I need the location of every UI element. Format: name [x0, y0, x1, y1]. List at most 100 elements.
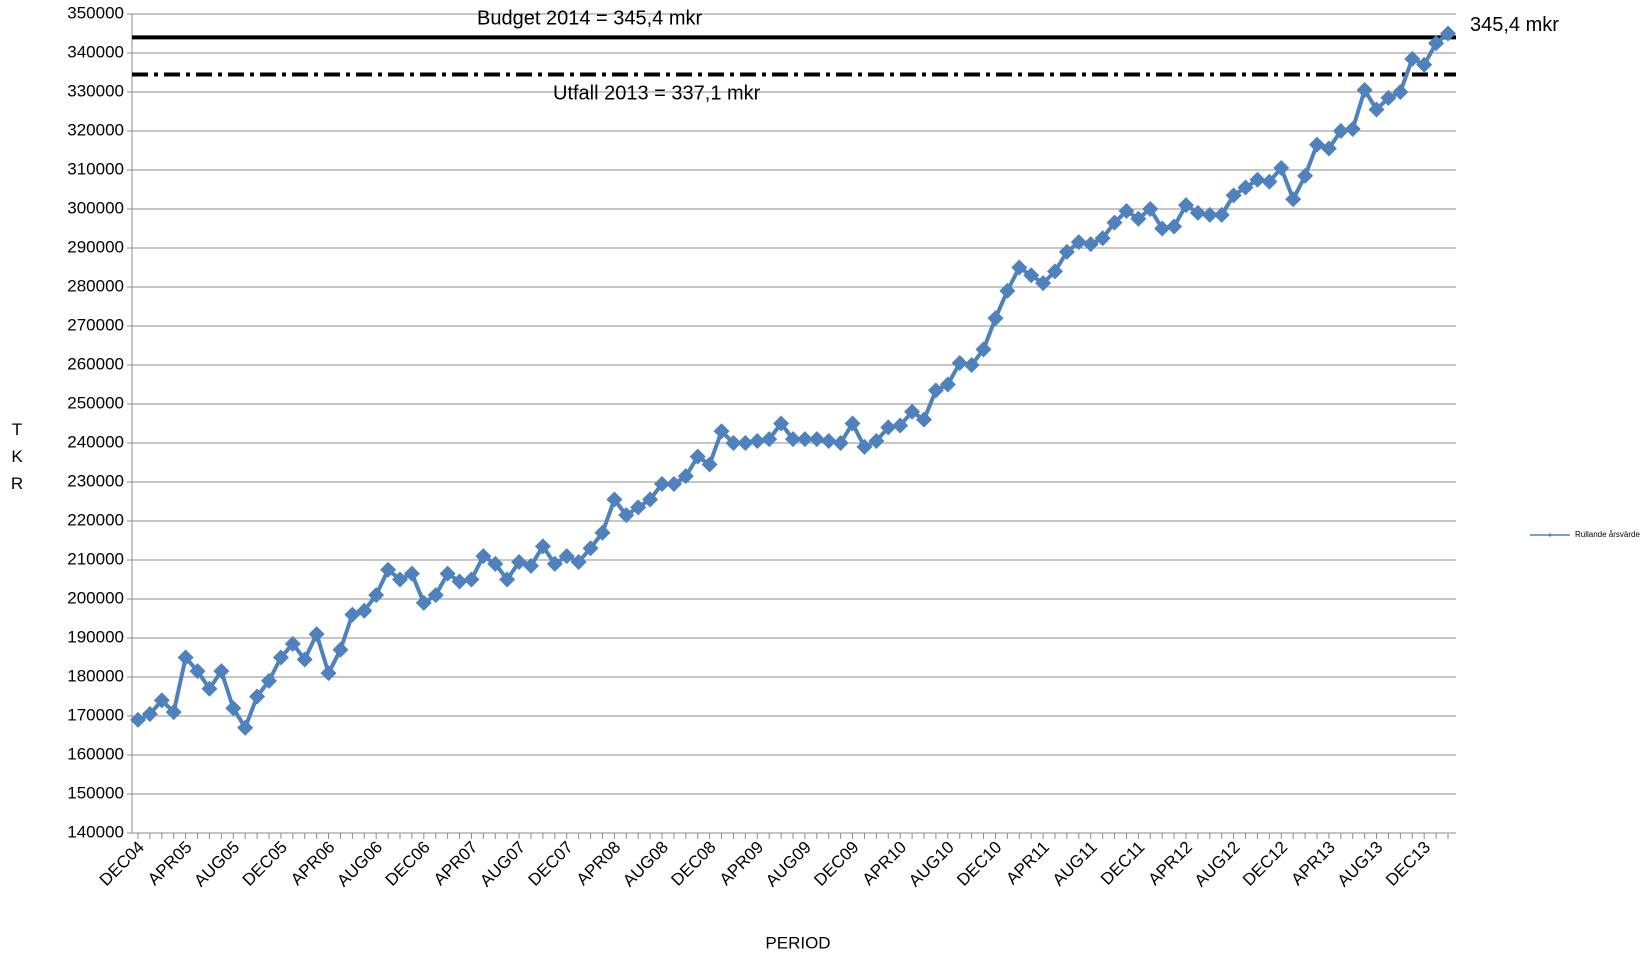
marker	[1035, 275, 1052, 292]
marker	[713, 423, 730, 440]
marker	[606, 491, 623, 508]
marker	[1416, 56, 1433, 73]
marker	[177, 649, 194, 666]
y-tick-label: 320000	[67, 120, 124, 139]
series-line	[137, 31, 1450, 730]
marker	[368, 587, 385, 604]
y-tick-label: 210000	[67, 549, 124, 568]
y-tick-label: 350000	[67, 3, 124, 22]
marker	[1428, 35, 1445, 52]
y-tick-label: 260000	[67, 354, 124, 373]
marker	[1130, 210, 1147, 227]
marker	[582, 540, 599, 557]
y-tick-label: 310000	[67, 159, 124, 178]
y-tick-label: 160000	[67, 744, 124, 763]
y-tick-label: 150000	[67, 783, 124, 802]
marker	[677, 468, 694, 485]
x-tick-label: APR09	[716, 838, 768, 890]
x-tick-label: APR05	[144, 838, 196, 890]
marker	[332, 641, 349, 658]
marker	[1178, 197, 1194, 214]
x-tick-label: AUG12	[1191, 838, 1244, 891]
marker	[1368, 101, 1385, 118]
marker	[1118, 202, 1135, 219]
x-tick-label: AUG09	[762, 838, 815, 891]
marker	[963, 357, 980, 373]
marker	[1189, 204, 1206, 221]
marker	[499, 571, 516, 588]
marker	[511, 553, 528, 570]
y-tick-label: 240000	[67, 432, 124, 451]
marker	[1273, 160, 1290, 177]
marker	[558, 548, 575, 565]
x-tick-label: AUG10	[905, 838, 958, 891]
y-tick-label: 200000	[67, 588, 124, 607]
marker	[880, 419, 897, 436]
marker	[272, 649, 289, 666]
marker	[689, 448, 706, 465]
y-tick-label: 170000	[67, 705, 124, 724]
marker	[630, 499, 647, 516]
marker	[284, 635, 301, 652]
x-tick-label: DEC11	[1097, 838, 1148, 889]
marker	[737, 435, 754, 451]
y-tick-label: 190000	[67, 627, 124, 646]
marker	[1320, 140, 1337, 157]
marker	[1392, 84, 1409, 100]
marker	[618, 507, 635, 524]
y-tick-label: 230000	[67, 471, 124, 490]
x-tick-label: APR13	[1287, 838, 1339, 890]
marker	[451, 573, 468, 590]
marker	[165, 704, 182, 721]
marker	[951, 355, 968, 372]
reference-label: Budget 2014 = 345,4 mkr	[477, 8, 702, 30]
marker	[808, 431, 825, 448]
marker	[1201, 206, 1218, 223]
marker	[749, 433, 766, 450]
marker	[141, 706, 158, 723]
marker	[1249, 171, 1266, 188]
marker	[785, 431, 801, 448]
marker	[308, 626, 325, 643]
marker	[153, 692, 170, 709]
marker	[844, 415, 861, 432]
marker	[213, 663, 230, 680]
marker	[403, 565, 420, 582]
marker	[415, 594, 432, 611]
x-tick-label: AUG13	[1334, 838, 1387, 891]
marker	[868, 433, 885, 450]
marker	[475, 548, 492, 565]
marker	[546, 555, 563, 572]
marker	[1023, 267, 1040, 284]
marker	[427, 587, 444, 604]
x-tick-label: APR08	[573, 838, 625, 890]
marker	[380, 561, 397, 578]
marker	[892, 417, 909, 434]
marker	[1297, 167, 1314, 184]
marker	[1261, 173, 1278, 190]
marker	[1225, 187, 1242, 204]
marker	[654, 475, 670, 492]
legend-marker	[1548, 533, 1552, 537]
marker	[820, 433, 837, 450]
x-tick-label: AUG08	[619, 838, 672, 891]
marker	[665, 475, 682, 492]
y-tick-label: 140000	[67, 822, 124, 841]
marker	[1058, 243, 1075, 260]
marker	[642, 491, 659, 508]
x-tick-label: AUG07	[476, 838, 529, 891]
y-tick-label: 300000	[67, 198, 124, 217]
x-tick-label: DEC10	[953, 838, 1005, 890]
marker	[237, 719, 254, 736]
legend-text: Rullande årsvärde	[1575, 530, 1640, 539]
marker	[916, 411, 932, 428]
y-axis-title: TKR	[8, 420, 27, 501]
x-tick-label: APR11	[1002, 838, 1053, 889]
x-tick-label: AUG06	[333, 838, 386, 891]
marker	[796, 431, 813, 448]
y-tick-label: 270000	[67, 315, 124, 334]
marker	[1213, 206, 1230, 223]
marker	[856, 438, 873, 455]
x-tick-label: DEC06	[382, 838, 434, 890]
